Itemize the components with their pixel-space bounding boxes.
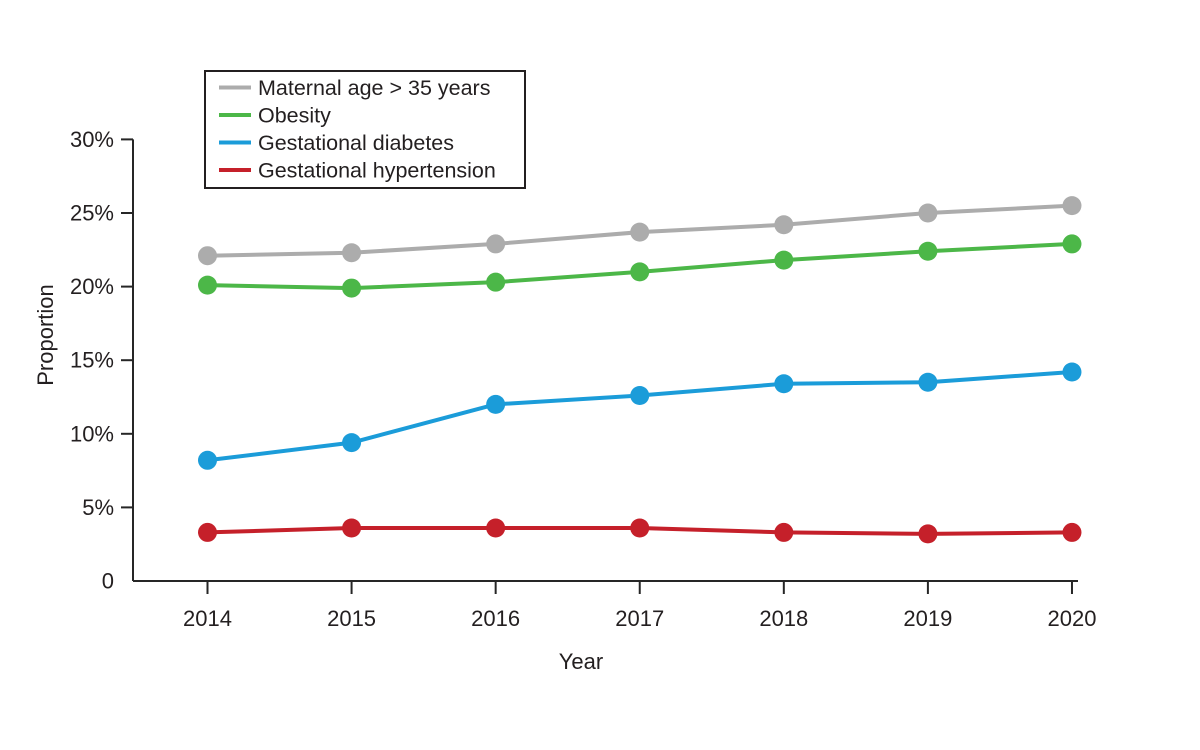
x-tick-label: 2018 xyxy=(759,606,808,631)
series-line-gestational-diabetes xyxy=(205,369,1074,463)
data-point-gestational-diabetes-2015 xyxy=(342,433,362,453)
data-point-gestational-diabetes-2017 xyxy=(630,386,650,406)
y-tick-label: 20% xyxy=(70,274,114,299)
x-tick-label: 2016 xyxy=(471,606,520,631)
legend-label-obesity: Obesity xyxy=(258,104,331,128)
data-point-gestational-hypertension-2015 xyxy=(342,518,362,538)
data-point-gestational-diabetes-2014 xyxy=(198,450,217,470)
x-tick-label: 2015 xyxy=(327,606,376,631)
data-point-obesity-2020 xyxy=(1062,234,1082,254)
y-tick-label: 5% xyxy=(82,495,114,520)
data-point-maternal-age-35-years-2017 xyxy=(630,222,650,242)
y-tick-label: 30% xyxy=(70,127,114,152)
legend-box xyxy=(204,70,526,189)
y-tick-label: 0 xyxy=(102,569,114,594)
data-point-gestational-diabetes-2018 xyxy=(774,374,794,394)
y-tick-label: 25% xyxy=(70,201,114,226)
data-point-obesity-2017 xyxy=(630,262,650,282)
data-point-maternal-age-35-years-2016 xyxy=(486,234,506,254)
y-tick-label: 15% xyxy=(70,348,114,373)
data-point-gestational-hypertension-2014 xyxy=(198,522,217,542)
data-point-maternal-age-35-years-2020 xyxy=(1062,196,1082,216)
data-point-gestational-diabetes-2016 xyxy=(486,394,506,414)
data-point-obesity-2015 xyxy=(342,278,362,298)
data-point-gestational-diabetes-2019 xyxy=(918,372,938,392)
data-point-obesity-2014 xyxy=(198,275,217,295)
data-point-maternal-age-35-years-2014 xyxy=(198,246,217,266)
x-tick-label: 2017 xyxy=(615,606,664,631)
legend: Maternal age > 35 years Obesity Gestatio… xyxy=(204,70,526,189)
legend-label-maternal-age: Maternal age > 35 years xyxy=(258,76,490,100)
data-point-gestational-hypertension-2016 xyxy=(486,518,506,538)
data-point-maternal-age-35-years-2018 xyxy=(774,215,794,235)
y-axis-title: Proportion xyxy=(33,284,58,386)
data-point-gestational-hypertension-2020 xyxy=(1062,522,1082,542)
legend-label-gestational-hypertension: Gestational hypertension xyxy=(258,159,496,183)
data-point-obesity-2018 xyxy=(774,250,794,270)
data-point-maternal-age-35-years-2015 xyxy=(342,243,362,263)
data-point-gestational-hypertension-2018 xyxy=(774,522,794,542)
x-tick-label: 2019 xyxy=(903,606,952,631)
data-point-gestational-hypertension-2019 xyxy=(918,524,938,544)
data-point-maternal-age-35-years-2019 xyxy=(918,203,938,223)
data-point-obesity-2016 xyxy=(486,272,506,292)
x-tick-label: 2020 xyxy=(1048,606,1097,631)
y-tick-label: 10% xyxy=(70,421,114,446)
data-point-gestational-hypertension-2017 xyxy=(630,518,650,538)
plot-area: 0 5% 10% 15% 20% 25% 30% 2014 2015 2016 2017 2018 20… xyxy=(70,127,1097,631)
data-point-gestational-diabetes-2020 xyxy=(1062,362,1082,382)
legend-label-gestational-diabetes: Gestational diabetes xyxy=(258,131,454,155)
x-tick-label: 2014 xyxy=(183,606,232,631)
x-axis-title: Year xyxy=(559,649,603,674)
data-point-obesity-2019 xyxy=(918,241,938,261)
